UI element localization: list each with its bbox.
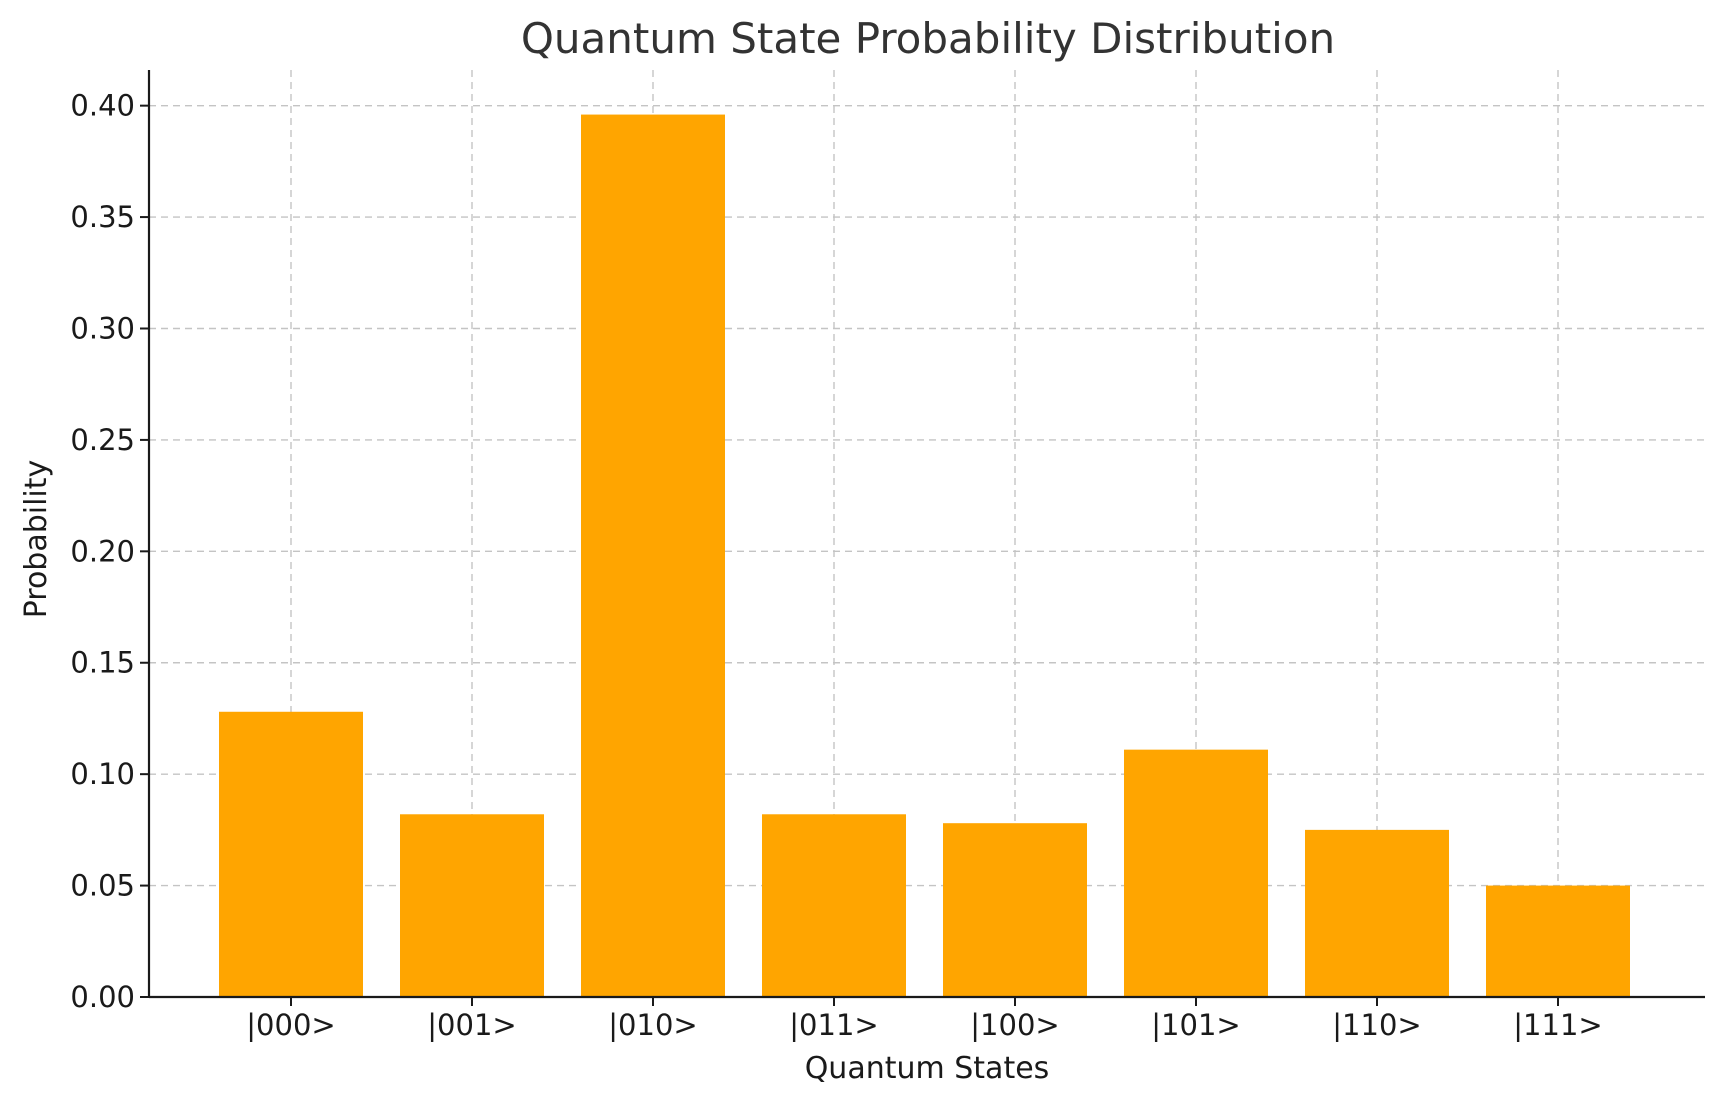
axes [147,70,1705,999]
bar [1124,749,1268,997]
bar [762,814,906,997]
x-tick-label: |110> [1332,1008,1421,1042]
y-tick-label: 0.15 [70,646,135,680]
y-ticks: 0.00 0.05 0.10 0.15 0.20 0.25 0.30 0.35 0.40 [70,89,149,1014]
y-tick-label: 0.35 [70,200,135,234]
y-tick-label: 0.25 [70,423,135,457]
bar [581,114,725,997]
x-ticks: |000> |001> |010> |011> |100> |101> |110> |111> [246,997,1603,1042]
chart-title: Quantum State Probability Distribution [521,14,1335,63]
x-tick-label: |111> [1513,1008,1602,1042]
y-axis-label: Probability [19,460,54,619]
bar [1305,829,1449,997]
bar [219,711,363,997]
x-tick-label: |101> [1151,1008,1240,1042]
grid-lines [149,70,1705,997]
y-tick-label: 0.30 [70,311,135,345]
x-tick-label: |001> [427,1008,516,1042]
y-tick-label: 0.40 [70,89,135,123]
y-tick-label: 0.05 [70,869,135,903]
bar [943,823,1087,997]
x-tick-label: |011> [789,1008,878,1042]
x-tick-label: |100> [970,1008,1059,1042]
y-tick-label: 0.00 [70,980,135,1014]
bar [400,814,544,997]
y-tick-label: 0.20 [70,534,135,568]
x-axis-label: Quantum States [805,1051,1050,1086]
bar [1486,885,1630,997]
x-tick-label: |010> [608,1008,697,1042]
x-tick-label: |000> [246,1008,335,1042]
y-tick-label: 0.10 [70,757,135,791]
bars [219,114,1630,997]
